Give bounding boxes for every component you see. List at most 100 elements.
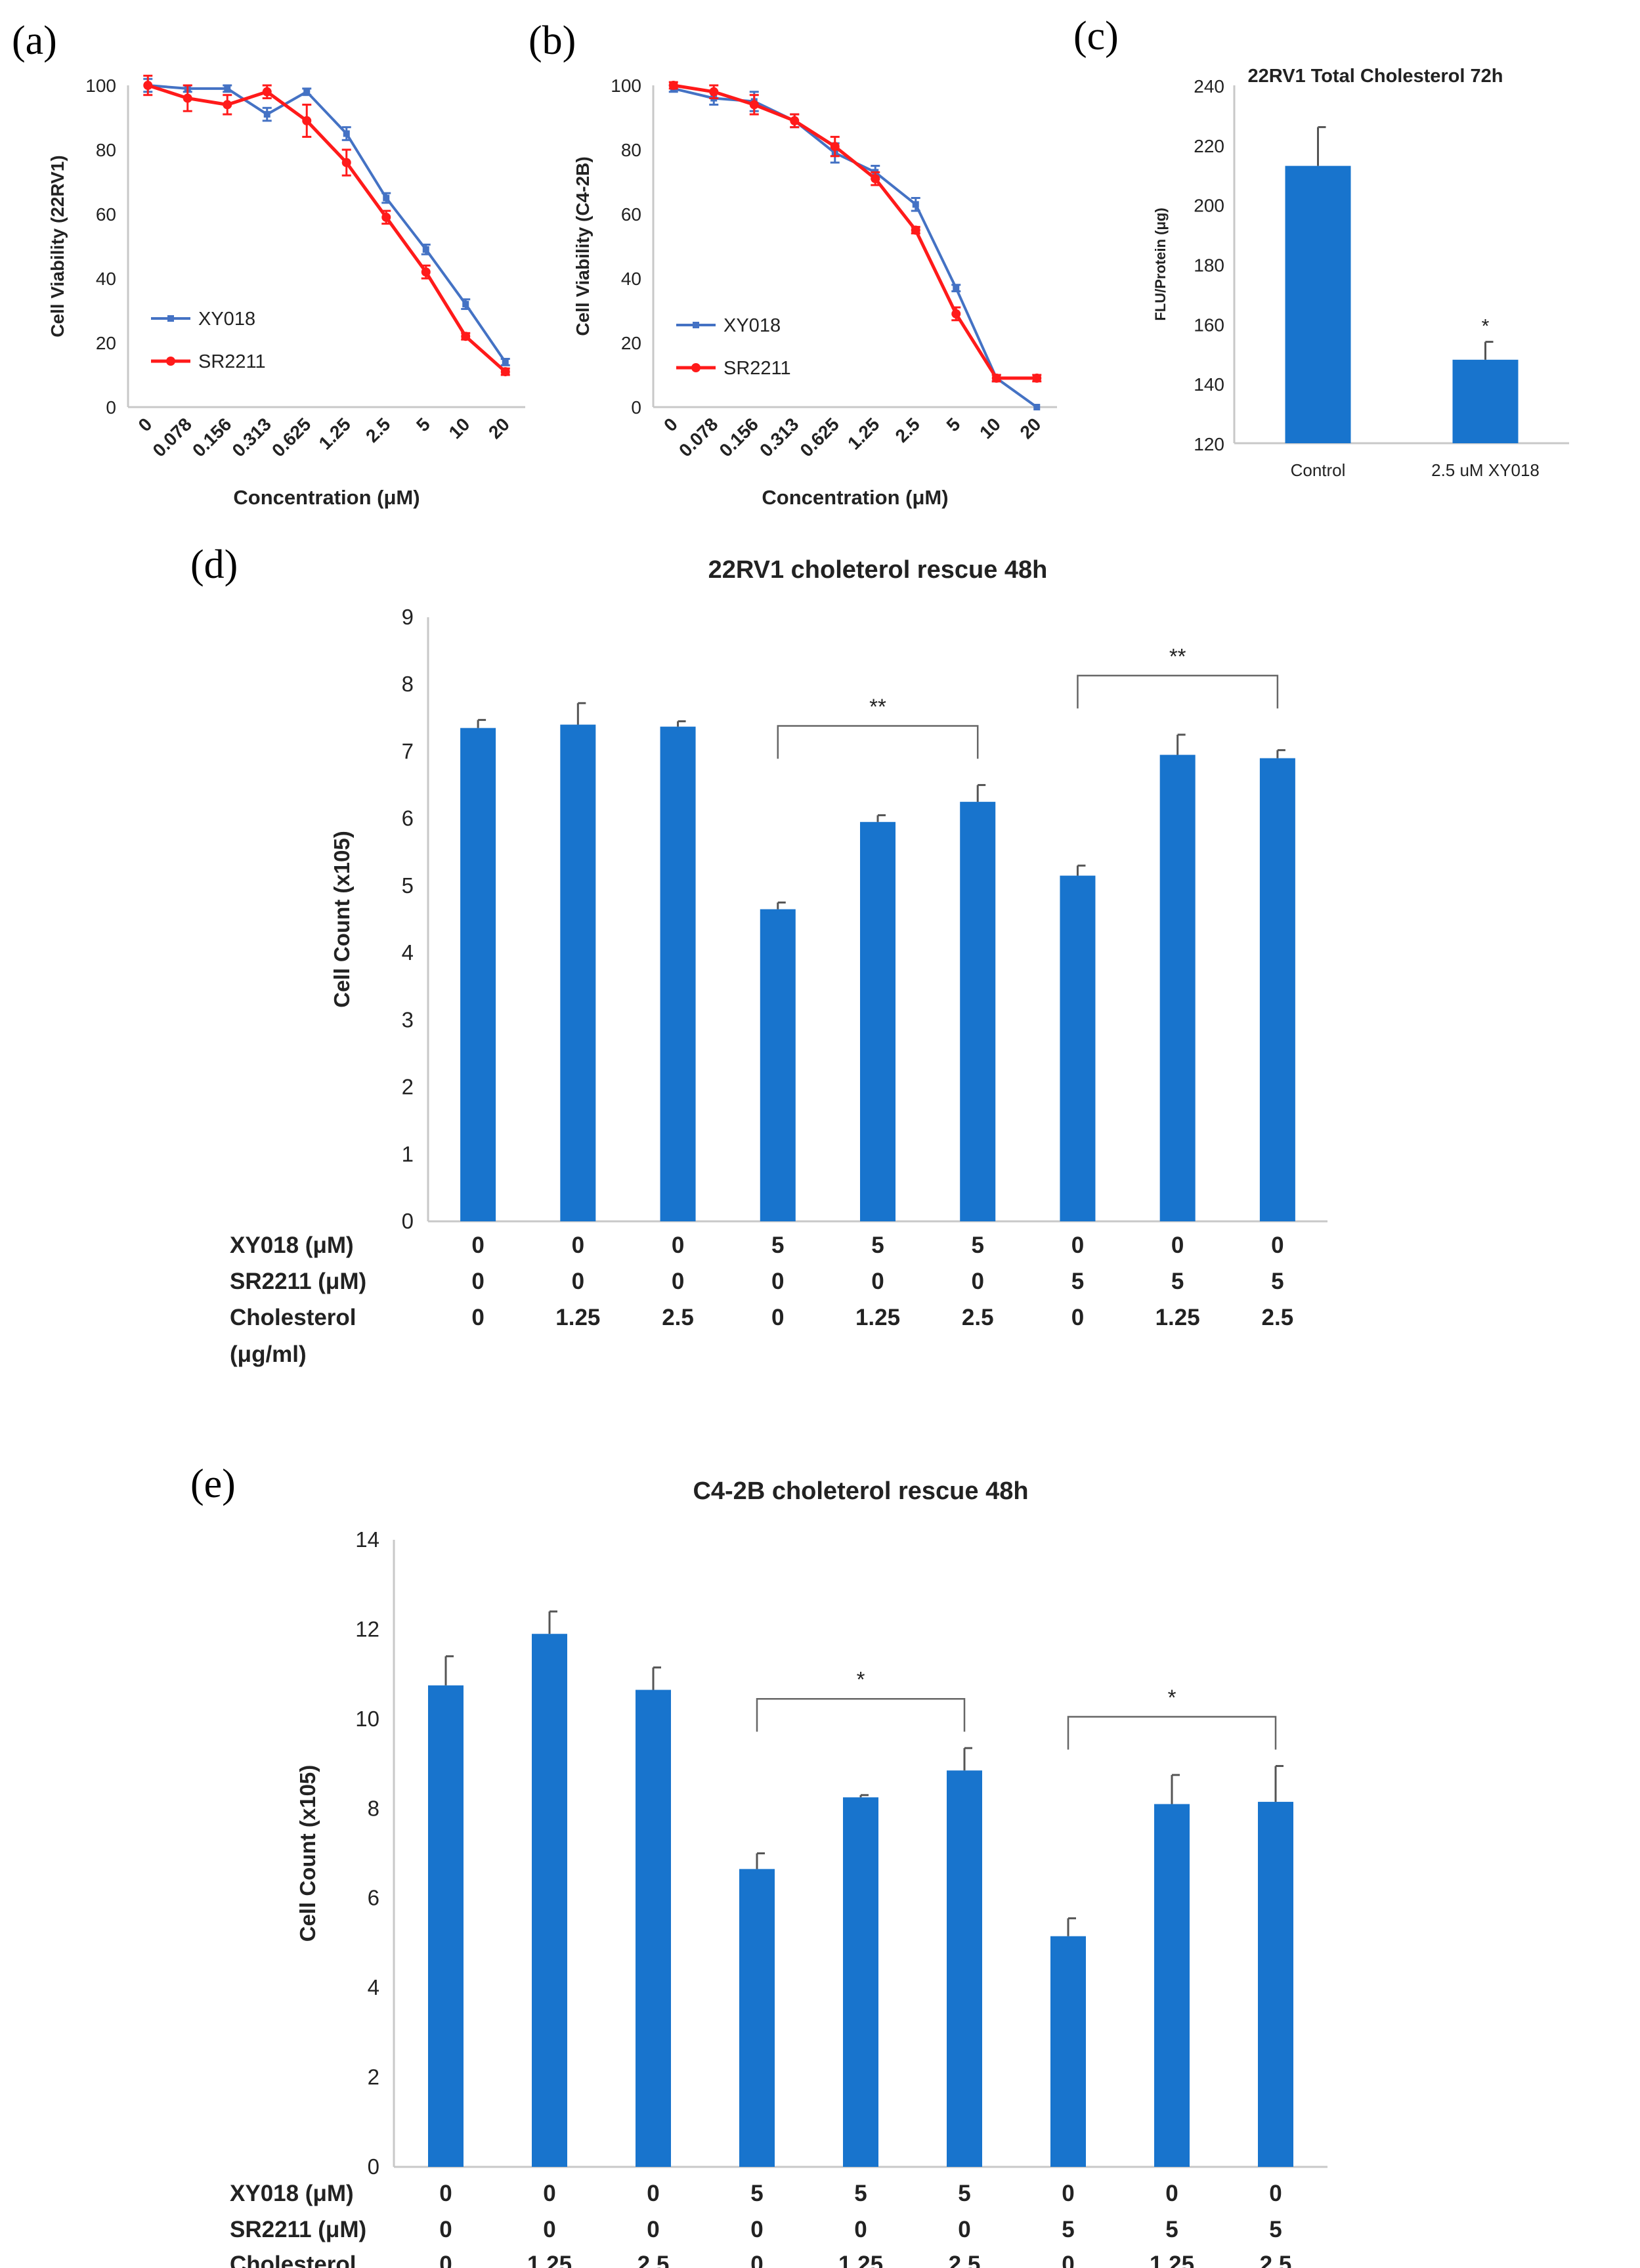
bar-d-0 — [460, 728, 496, 1221]
condition-cell: 0 — [439, 2252, 452, 2268]
data-point — [749, 100, 759, 110]
bar-e-6 — [1050, 1936, 1086, 2167]
condition-cell: 5 — [871, 1232, 884, 1258]
x-tick-label: 0 — [660, 414, 681, 435]
bar-d-5 — [960, 802, 996, 1221]
legend-label-XY018: XY018 — [723, 315, 781, 336]
y-tick-label: 2 — [402, 1075, 414, 1099]
series-line-SR2211 — [147, 83, 507, 373]
x-tick-label: Control — [1291, 460, 1346, 480]
bar-c-0 — [1285, 165, 1351, 443]
bar-d-4 — [860, 821, 896, 1221]
condition-cell: 5 — [971, 1232, 983, 1258]
bar-e-3 — [739, 1869, 775, 2167]
y-tick-label: 0 — [368, 2154, 379, 2179]
y-tick-label: 7 — [402, 739, 414, 763]
significance-label: * — [1168, 1685, 1176, 1709]
data-point — [303, 88, 311, 95]
legend-label-SR2211: SR2211 — [198, 351, 266, 372]
condition-cell: 1.25 — [855, 1305, 900, 1330]
bar-d-6 — [1060, 875, 1096, 1221]
condition-cell: 2.5 — [962, 1305, 994, 1330]
condition-cell: 0 — [1171, 1232, 1184, 1258]
condition-cell: 0 — [854, 2217, 867, 2242]
y-tick-label: 20 — [621, 333, 641, 353]
panel-label-e: (e) — [190, 1462, 236, 1506]
panel-label-b: (b) — [529, 18, 576, 63]
data-point — [302, 116, 312, 125]
x-tick-label: 0 — [135, 414, 156, 435]
y-tick-label: 12 — [355, 1617, 379, 1641]
condition-cell: 2.5 — [662, 1305, 694, 1330]
y-tick-label: 60 — [96, 204, 116, 225]
condition-cell: 0 — [471, 1269, 484, 1294]
bar-e-5 — [947, 1770, 982, 2167]
data-point — [143, 81, 153, 90]
data-point — [1033, 404, 1041, 410]
y-tick-label: 140 — [1194, 374, 1224, 395]
x-tick-label: 2.5 uM XY018 — [1431, 460, 1540, 480]
data-point — [500, 367, 510, 377]
condition-row-label: XY018 (μM) — [230, 1232, 354, 1258]
condition-cell: 0 — [1269, 2181, 1282, 2206]
data-point — [421, 267, 431, 277]
x-axis-title-a: Concentration (μM) — [233, 486, 420, 509]
bar-d-8 — [1259, 758, 1295, 1221]
data-point — [461, 332, 471, 341]
x-tick-label: 10 — [445, 414, 474, 443]
data-point — [709, 87, 719, 97]
x-tick-label: 20 — [1016, 414, 1045, 443]
condition-cell: 2.5 — [637, 2252, 670, 2268]
x-tick-label: 1.25 — [315, 414, 355, 453]
x-axis-title-b: Concentration (μM) — [762, 486, 948, 509]
data-point — [223, 100, 232, 110]
y-tick-label: 240 — [1194, 76, 1224, 97]
data-point — [668, 81, 678, 90]
y-tick-label: 80 — [96, 140, 116, 160]
y-tick-label: 40 — [96, 269, 116, 289]
data-point — [502, 359, 509, 366]
condition-cell: 0 — [543, 2181, 555, 2206]
condition-cell: 2.5 — [1262, 1305, 1294, 1330]
condition-cell: 0 — [572, 1269, 584, 1294]
y-tick-label: 3 — [402, 1007, 414, 1032]
x-tick-label: 10 — [976, 414, 1004, 443]
y-tick-label: 40 — [621, 269, 641, 289]
data-point — [224, 85, 231, 92]
chart-title-c: 22RV1 Total Cholesterol 72h — [1248, 66, 1503, 87]
data-point — [991, 373, 1001, 383]
significance-star: * — [1482, 316, 1490, 338]
data-point — [830, 142, 840, 152]
y-tick-label: 0 — [106, 397, 116, 418]
legend-label-SR2211: SR2211 — [723, 358, 791, 379]
data-point — [871, 174, 880, 184]
y-tick-label: 0 — [631, 397, 641, 418]
bar-e-0 — [428, 1685, 464, 2167]
data-point — [422, 246, 429, 253]
x-tick-label: 2.5 — [892, 414, 924, 446]
condition-cell: 5 — [958, 2181, 970, 2206]
y-axis-title-d: Cell Count (x105) — [330, 831, 354, 1008]
condition-cell: 0 — [439, 2217, 452, 2242]
bar-e-1 — [532, 1634, 567, 2167]
significance-label: * — [857, 1667, 865, 1691]
condition-cell: 0 — [647, 2181, 659, 2206]
condition-cell: 5 — [1165, 2217, 1178, 2242]
condition-cell: 0 — [1271, 1232, 1284, 1258]
y-tick-label: 180 — [1194, 255, 1224, 276]
condition-row-label: SR2211 (μM) — [230, 2217, 366, 2242]
panel-label-c: (c) — [1073, 14, 1119, 58]
significance-bracket — [777, 725, 979, 759]
x-tick-label: 0.625 — [796, 414, 843, 460]
y-tick-label: 220 — [1194, 136, 1224, 156]
y-tick-label: 6 — [368, 1886, 379, 1910]
y-tick-label: 160 — [1194, 315, 1224, 335]
condition-cell: 0 — [771, 1269, 784, 1294]
data-point — [343, 130, 350, 137]
condition-cell: 1.25 — [527, 2252, 572, 2268]
data-point — [262, 87, 272, 97]
condition-cell: 2.5 — [1260, 2252, 1292, 2268]
condition-cell: 5 — [1269, 2217, 1282, 2242]
significance-label: ** — [869, 695, 886, 719]
condition-row-label: (μg/ml) — [230, 1341, 307, 1367]
